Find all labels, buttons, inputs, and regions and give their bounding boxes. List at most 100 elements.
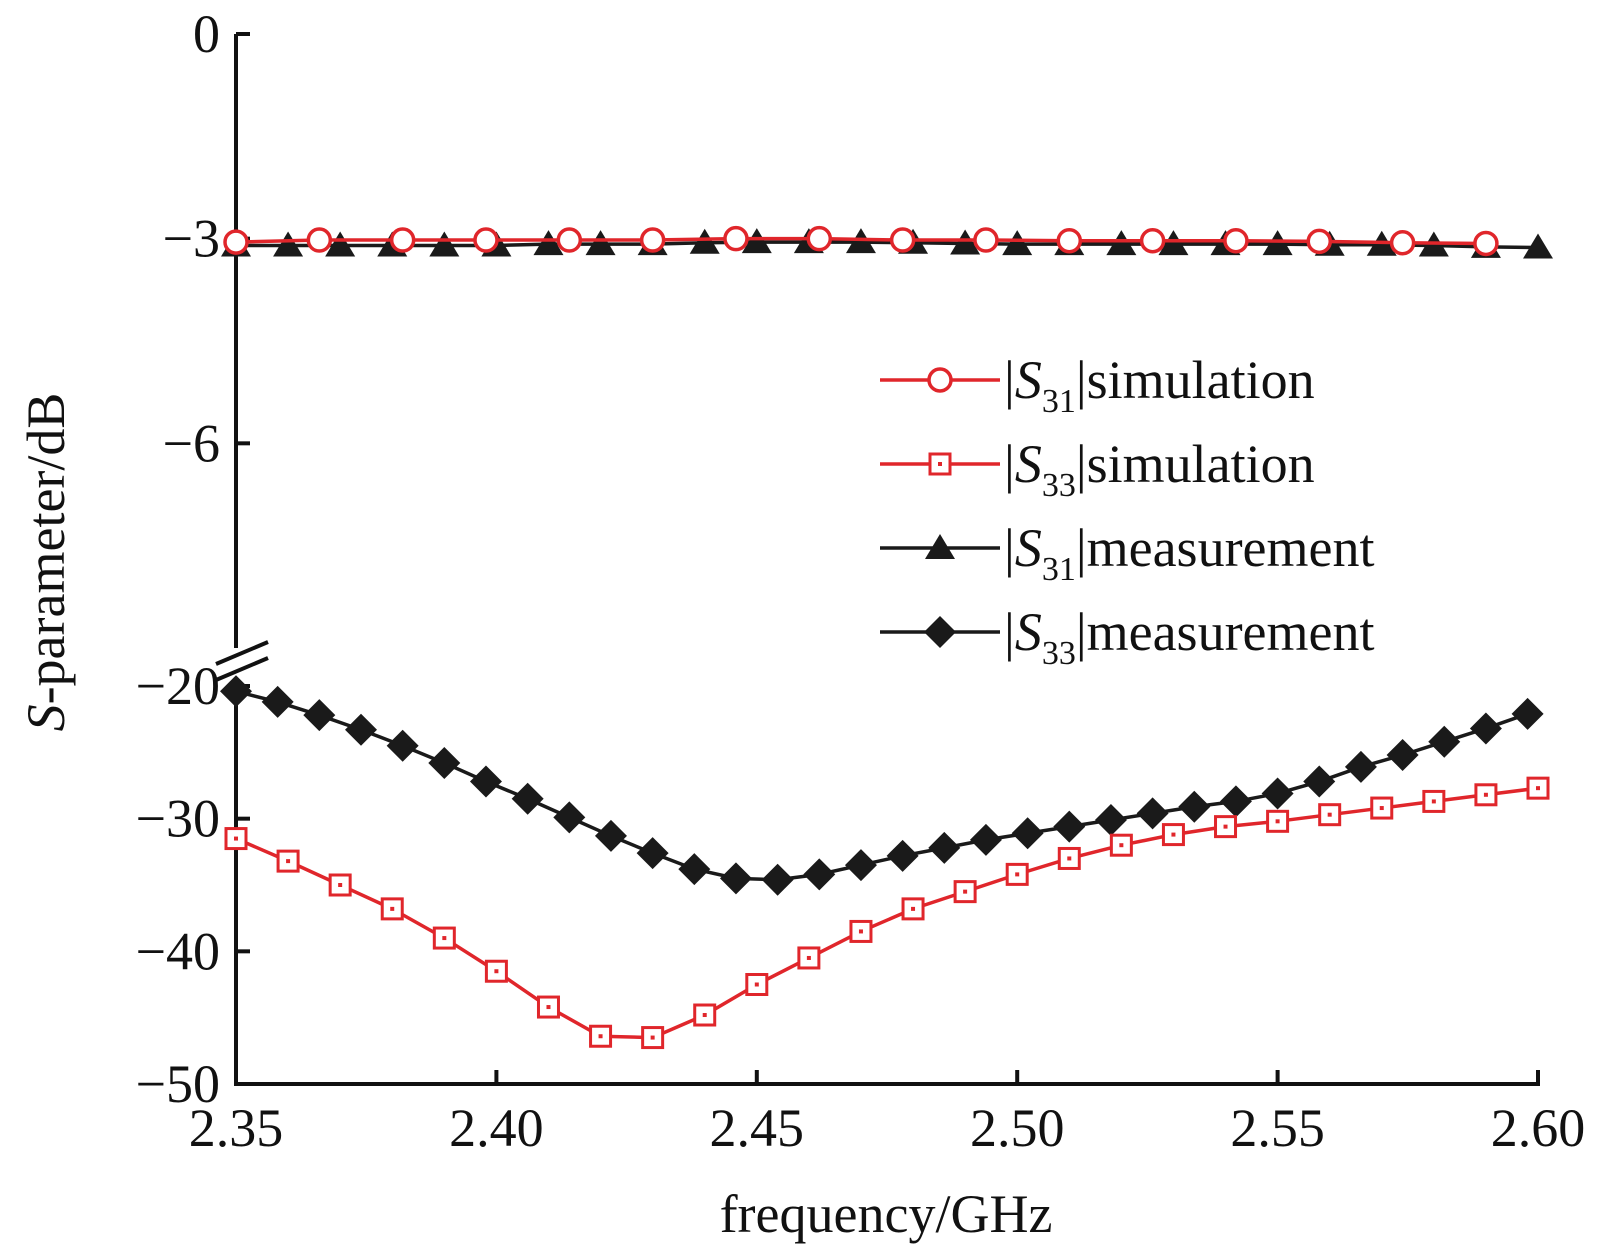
data-point <box>1139 227 1166 254</box>
data-point <box>1223 227 1249 254</box>
axis-break-mark-1 <box>215 640 269 666</box>
data-point <box>473 227 499 253</box>
data-point <box>886 839 919 872</box>
legend: |S31|simulation|S33|simulation|S31|measu… <box>880 350 1375 672</box>
data-point <box>1344 750 1377 783</box>
y-tick-label: −40 <box>136 921 220 981</box>
y-tick-label: 0 <box>193 4 220 64</box>
legend-swatch-marker <box>927 367 953 393</box>
data-point <box>1219 785 1252 818</box>
series-line <box>235 786 1539 1040</box>
data-point-dot <box>390 906 395 911</box>
data-point-dot <box>1483 792 1488 797</box>
data-point <box>1511 697 1544 730</box>
legend-label-post: |simulation <box>1076 350 1315 410</box>
data-point <box>1389 230 1416 256</box>
data-point <box>1178 790 1211 823</box>
data-point-dot <box>858 929 863 934</box>
legend-label-s: S <box>1015 434 1042 494</box>
data-point-dot <box>546 1005 551 1010</box>
data-point <box>678 853 711 886</box>
data-point-dot <box>1171 832 1176 837</box>
legend-label-pre: | <box>1004 518 1015 578</box>
data-point-dot <box>338 883 343 887</box>
data-point-dot <box>286 859 291 864</box>
data-point-dot <box>963 889 968 894</box>
legend-label: |S33|measurement <box>1004 602 1375 672</box>
y-tick-label: −3 <box>163 209 220 269</box>
data-point-dot <box>1223 824 1228 829</box>
data-point <box>806 225 833 252</box>
x-tick-label: 2.55 <box>1230 1098 1325 1158</box>
data-point <box>556 227 583 253</box>
legend-item: |S33|measurement <box>880 602 1375 672</box>
legend-label: |S31|simulation <box>1004 350 1315 420</box>
legend-label-sub: 33 <box>1042 467 1076 504</box>
y-tick-label: −20 <box>136 656 220 716</box>
legend-label-s: S <box>1015 602 1042 662</box>
legend-label-pre: | <box>1004 350 1015 410</box>
data-point <box>469 765 502 798</box>
legend-item: |S33|simulation <box>880 434 1315 504</box>
data-point <box>429 231 460 257</box>
data-point <box>1056 227 1083 254</box>
series-line <box>235 689 1529 882</box>
data-point-dot <box>1015 872 1020 877</box>
data-point-dot <box>234 836 238 841</box>
legend-item: |S31|simulation <box>880 350 1315 420</box>
x-axis-label: frequency/GHz <box>720 1184 1053 1244</box>
data-point <box>1386 738 1419 771</box>
data-point <box>741 228 772 254</box>
data-point <box>303 699 336 732</box>
legend-label-sub: 31 <box>1042 383 1076 420</box>
data-point <box>639 227 666 253</box>
data-point <box>889 227 916 253</box>
data-point <box>1002 230 1033 256</box>
y-tick-label: −50 <box>136 1054 220 1114</box>
data-point <box>689 228 720 254</box>
legend-swatch-marker <box>924 616 956 648</box>
data-point <box>1106 230 1137 256</box>
series-1 <box>224 776 1550 1050</box>
data-point-dot <box>1275 819 1280 824</box>
data-point <box>723 225 749 252</box>
data-point <box>511 782 544 815</box>
legend-swatch-marker <box>925 534 955 559</box>
series-0 <box>223 225 1499 257</box>
data-point <box>273 231 304 257</box>
x-tick-label: 2.60 <box>1491 1098 1586 1158</box>
legend-label: |S31|measurement <box>1004 518 1375 588</box>
data-point-dot <box>702 1013 707 1018</box>
x-tick-label: 2.45 <box>710 1098 805 1158</box>
y-tick-label: −30 <box>136 789 220 849</box>
data-point <box>761 863 794 896</box>
data-point <box>1011 817 1044 850</box>
legend-label-s: S <box>1015 350 1042 410</box>
legend-label-post: |simulation <box>1076 434 1315 494</box>
data-point-dot <box>1431 799 1436 804</box>
legend-label-sub: 33 <box>1042 635 1076 672</box>
legend-label-s: S <box>1015 518 1042 578</box>
data-point <box>533 230 564 256</box>
data-point <box>585 230 616 256</box>
x-tick-label: 2.50 <box>970 1098 1065 1158</box>
data-point <box>719 862 752 895</box>
data-point-dot <box>650 1035 655 1040</box>
data-point <box>220 675 252 708</box>
data-point-dot <box>598 1034 603 1039</box>
data-point <box>1158 230 1189 256</box>
data-point <box>223 229 249 255</box>
y-axis-label: S-parameter/dB <box>16 393 76 732</box>
data-point-dot <box>1327 812 1332 817</box>
data-point <box>1136 797 1169 830</box>
legend-label-sub: 31 <box>1042 551 1076 588</box>
legend-label-pre: | <box>1004 602 1015 662</box>
data-point <box>306 227 333 253</box>
data-point-dot <box>806 955 811 960</box>
data-point <box>1469 712 1502 745</box>
data-point <box>325 231 356 257</box>
data-point-dot <box>754 982 759 987</box>
y-ticks: 0 −3 −6 −20 −30 −40 −50 <box>136 4 250 1114</box>
data-point <box>973 227 999 253</box>
data-point <box>553 801 586 834</box>
